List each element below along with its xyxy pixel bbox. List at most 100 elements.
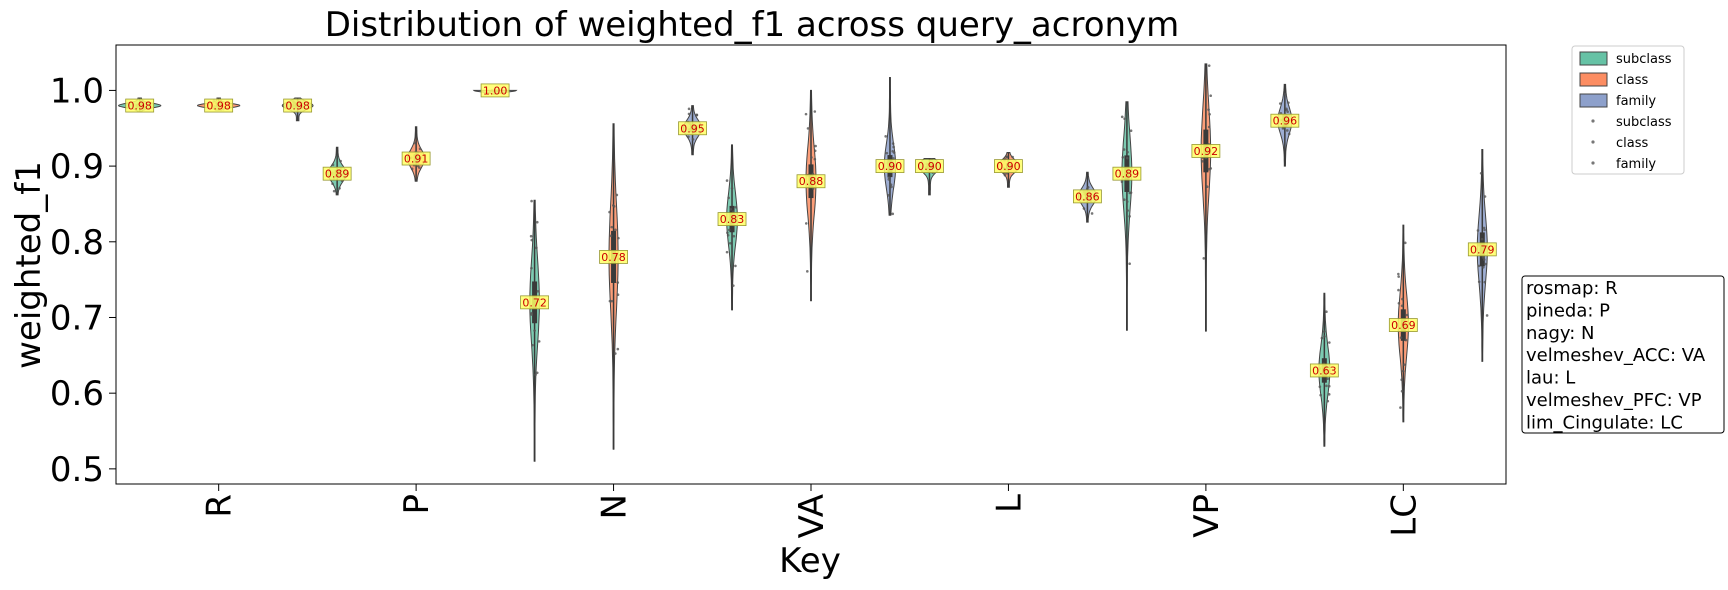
y-tick-label: 0.6: [50, 374, 104, 414]
strip-point: [1287, 101, 1290, 104]
value-label: 0.90: [996, 160, 1021, 173]
value-label-box: [796, 174, 826, 189]
key-box-frame: [1521, 275, 1725, 434]
strip-point: [535, 220, 539, 224]
strip-point: [1284, 92, 1287, 96]
strip-point: [729, 208, 733, 211]
strip-point: [610, 299, 614, 303]
strip-point: [1326, 399, 1330, 403]
strip-point: [331, 182, 334, 186]
strip-point: [418, 147, 422, 151]
strip-point: [331, 163, 335, 167]
value-label-box: [1467, 242, 1497, 257]
value-label: 0.98: [127, 100, 152, 113]
value-label: 0.89: [1115, 168, 1140, 181]
strip-point: [1482, 226, 1486, 230]
strip-point: [732, 284, 735, 287]
strip-point: [1285, 107, 1288, 111]
key-box-line: lau: L: [1526, 368, 1575, 389]
legend-label: family: [1616, 157, 1656, 172]
x-tick-label: R: [200, 494, 240, 518]
strip-point: [410, 167, 414, 171]
strip-point: [1484, 262, 1487, 266]
strip-point: [530, 199, 533, 203]
strip-point: [535, 371, 539, 375]
strip-point: [1481, 256, 1485, 259]
strip-point: [727, 228, 731, 232]
strip-point: [1207, 125, 1211, 129]
strip-point: [1278, 102, 1282, 105]
value-label: 0.69: [1391, 319, 1416, 332]
y-tick-label: 0.5: [50, 450, 104, 490]
strip-point: [1209, 94, 1213, 98]
strip-point: [727, 196, 730, 200]
strip-point: [1405, 313, 1409, 317]
value-label: 0.78: [601, 251, 626, 264]
legend-swatch: [1579, 51, 1608, 66]
strip-point: [1397, 288, 1400, 292]
value-label: 0.90: [917, 160, 942, 173]
strip-point: [891, 149, 894, 153]
strip-point: [1323, 335, 1326, 338]
value-label: 0.72: [522, 296, 547, 309]
plot-frame: [115, 44, 1507, 485]
value-label-box: [204, 98, 234, 113]
legend-label: family: [1616, 94, 1656, 109]
legend-marker: [1591, 119, 1595, 123]
strip-point: [1327, 384, 1331, 388]
value-label: 0.91: [404, 153, 429, 166]
strip-point: [1401, 297, 1404, 301]
strip-point: [1397, 275, 1400, 278]
legend-marker: [1591, 161, 1595, 165]
value-label: 0.98: [285, 100, 310, 113]
value-label: 0.63: [1312, 364, 1337, 377]
strip-point: [413, 141, 416, 145]
strip-point: [1400, 389, 1404, 393]
value-label: 0.83: [720, 213, 745, 226]
strip-point: [1085, 187, 1089, 190]
strip-point: [1481, 266, 1485, 269]
strip-point: [1207, 167, 1211, 171]
strip-point: [1482, 258, 1486, 261]
strip-point: [614, 352, 617, 355]
strip-point: [734, 205, 738, 209]
strip-point: [1400, 378, 1403, 381]
strip-point: [1126, 209, 1129, 212]
key-box-line: nagy: N: [1526, 323, 1594, 344]
strip-point: [530, 313, 534, 316]
value-label: 0.96: [1273, 115, 1298, 128]
strip-point: [734, 264, 737, 268]
strip-point: [536, 290, 540, 293]
strip-point: [1318, 385, 1322, 389]
strip-point: [892, 157, 895, 160]
strip-point: [1207, 108, 1210, 111]
strip-point: [1123, 198, 1126, 202]
strip-point: [609, 234, 613, 238]
strip-point: [1129, 129, 1133, 133]
strip-point: [1207, 64, 1211, 67]
strip-point: [1402, 363, 1406, 366]
strip-point: [1005, 155, 1009, 159]
strip-point: [725, 179, 729, 182]
legend-swatch: [1579, 72, 1608, 87]
x-tick-label: L: [989, 494, 1029, 513]
strip-point: [1399, 336, 1403, 339]
strip-point: [804, 222, 808, 225]
strip-point: [614, 228, 617, 232]
value-label: 0.89: [325, 168, 350, 181]
value-label-box: [1270, 113, 1300, 128]
legend-label: class: [1616, 73, 1648, 88]
value-label-box: [520, 295, 549, 310]
value-label: 0.90: [878, 160, 903, 173]
strip-point: [1120, 115, 1124, 119]
strip-point: [1125, 156, 1129, 160]
y-tick-label: 0.9: [50, 147, 104, 187]
strip-point: [1325, 310, 1328, 313]
strip-point: [1397, 302, 1401, 305]
strip-point: [530, 238, 534, 242]
strip-point: [535, 246, 538, 250]
chart-title: Distribution of weighted_f1 across query…: [325, 5, 1180, 45]
strip-point: [1325, 384, 1328, 388]
strip-point: [891, 142, 895, 145]
